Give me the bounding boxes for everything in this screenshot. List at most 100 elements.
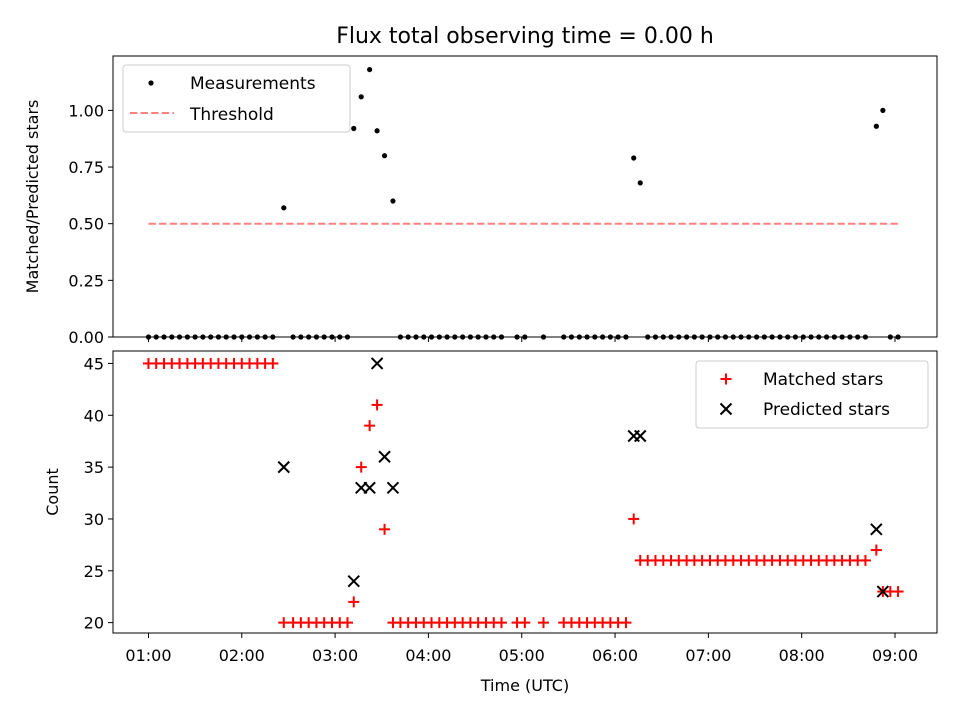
- measurement-point: [381, 153, 388, 159]
- bottom-ytick-label: 35: [84, 458, 104, 477]
- measurement-point: [895, 334, 901, 340]
- top-axes: 0.00 0.25 0.50 0.75 1.00: [68, 55, 938, 347]
- measurement-point: [540, 334, 547, 340]
- legend-measurements-label: Measurements: [190, 74, 316, 94]
- bottom-xtick-label: 07:00: [685, 646, 731, 665]
- predicted-stars-legend-marker: [719, 402, 733, 416]
- matched-star-point: [859, 554, 871, 566]
- matched-star-point: [870, 544, 882, 556]
- predicted-star-point-b: [378, 450, 391, 463]
- measurement-point: [831, 334, 837, 340]
- matched-star-point: [495, 617, 507, 629]
- measurement-point: [847, 334, 853, 340]
- bottom-xtick-label: 08:00: [779, 646, 825, 665]
- measurement-point: [887, 334, 893, 340]
- measurement-point: [792, 334, 799, 340]
- matched-star-point: [355, 461, 367, 473]
- measurement-point: [498, 334, 505, 340]
- measurement-point: [676, 334, 682, 340]
- measurement-point: [880, 107, 886, 113]
- top-ytick-label: 0.00: [68, 328, 104, 347]
- measurements-series: [145, 66, 901, 340]
- measurement-point: [337, 334, 343, 340]
- measurement-point: [637, 180, 643, 186]
- measurement-point: [816, 334, 822, 340]
- measurement-point: [652, 334, 659, 340]
- measurement-point: [855, 334, 861, 340]
- predicted-star-point-b: [363, 481, 376, 495]
- measurement-point: [184, 334, 190, 340]
- measurement-point: [390, 198, 396, 204]
- measurement-point: [584, 334, 590, 340]
- measurement-point: [413, 334, 419, 340]
- top-legend-box: [122, 64, 351, 133]
- measurement-point: [568, 334, 575, 340]
- measurement-point: [281, 205, 287, 211]
- measurement-point: [615, 334, 621, 340]
- measurement-point: [313, 334, 320, 340]
- predicted-star-point-b: [386, 481, 400, 495]
- measurement-point: [306, 334, 312, 340]
- measurement-point: [722, 334, 729, 340]
- measurement-point: [358, 94, 364, 100]
- predicted-stars-series: [277, 357, 890, 598]
- matched-star-point: [628, 513, 640, 525]
- chart-title: Flux total observing time = 0.00 h: [336, 24, 714, 49]
- predicted-star-point: [277, 460, 290, 474]
- matched-star-point: [342, 617, 354, 629]
- measurement-point: [452, 334, 458, 340]
- measurement-point: [145, 334, 152, 340]
- measurement-point: [169, 334, 175, 340]
- measurement-point: [684, 334, 690, 340]
- bottom-xtick-label: 04:00: [405, 646, 451, 665]
- top-ytick-label: 0.75: [68, 158, 104, 177]
- measurement-point: [777, 334, 783, 340]
- measurement-point: [839, 334, 845, 340]
- measurement-point: [421, 334, 427, 340]
- measurement-point: [522, 334, 528, 340]
- predicted-star-point-b: [370, 357, 384, 370]
- measurement-point: [699, 334, 705, 340]
- measurement-point: [691, 334, 697, 340]
- legend-plus: [720, 373, 732, 385]
- bottom-ytick-label: 20: [84, 614, 104, 633]
- measurement-point: [405, 334, 411, 340]
- measurement-point: [576, 334, 582, 340]
- measurement-point: [475, 334, 481, 340]
- bottom-legend-box: [695, 360, 929, 429]
- measurement-point: [483, 334, 489, 340]
- measurement-point: [344, 334, 351, 340]
- measurement-point: [428, 334, 435, 340]
- bottom-ytick-label: 30: [84, 510, 104, 529]
- measurement-point: [808, 334, 814, 340]
- legend-predicted-stars-label: Predicted stars: [763, 400, 890, 420]
- measurement-point: [215, 334, 222, 340]
- bottom-ytick-label: 40: [84, 406, 104, 425]
- bottom-xtick-label: 06:00: [592, 646, 638, 665]
- measurement-point: [730, 334, 736, 340]
- bottom-frame: [112, 350, 938, 634]
- bottom-legend: Matched stars Predicted stars: [695, 360, 929, 429]
- measurement-point: [246, 334, 253, 340]
- measurement-point: [444, 334, 450, 340]
- measurement-point: [397, 334, 404, 340]
- predicted-star-point: [870, 523, 883, 536]
- measurement-point: [607, 334, 613, 340]
- bottom-xtick-label: 05:00: [499, 646, 545, 665]
- measurement-point: [254, 334, 260, 340]
- measurement-point: [467, 334, 474, 340]
- measurement-point: [491, 334, 497, 340]
- predicted-star-point-b: [347, 574, 360, 588]
- measurement-point: [824, 334, 830, 340]
- measurement-point: [351, 125, 357, 132]
- top-ytick-label: 0.25: [68, 271, 104, 290]
- measurements-legend-marker: [148, 80, 154, 86]
- matched-star-point: [267, 357, 279, 369]
- matched-star-point: [892, 586, 904, 598]
- measurement-point: [660, 334, 666, 340]
- measurement-point: [192, 334, 198, 340]
- measurement-point: [800, 334, 806, 340]
- bottom-xtick-label: 03:00: [312, 646, 358, 665]
- predicted-star-point: [634, 429, 647, 443]
- measurement-point: [514, 334, 520, 340]
